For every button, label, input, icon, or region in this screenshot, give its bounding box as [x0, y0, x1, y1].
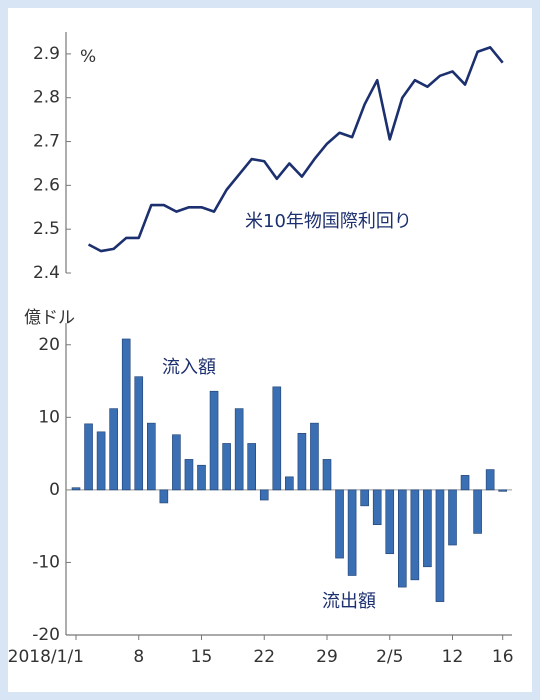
y-tick-label: 2.8 — [33, 88, 60, 108]
annotation: 流出額 — [322, 591, 376, 612]
bar — [322, 459, 332, 491]
y-tick-label: 10 — [38, 407, 60, 427]
bar — [121, 338, 131, 491]
x-tick-label: 15 — [191, 647, 213, 667]
bar — [435, 489, 445, 602]
unit-label: 億ドル — [24, 308, 75, 328]
y-tick-label: -10 — [32, 552, 60, 572]
annotation: 米10年物国際利回り — [245, 211, 412, 232]
bar — [272, 386, 282, 491]
bar — [372, 489, 382, 526]
bar — [397, 489, 407, 588]
bar — [335, 489, 344, 559]
bar — [410, 489, 420, 581]
annotation: 流入額 — [162, 357, 216, 378]
bar — [247, 443, 256, 491]
unit-label: % — [80, 47, 96, 67]
y-tick-label: 2.4 — [33, 263, 60, 283]
bar — [259, 489, 269, 501]
bar — [473, 489, 482, 534]
bar — [222, 443, 231, 491]
bar — [147, 422, 156, 491]
x-tick-label: 2018/1/1 — [8, 647, 84, 667]
bar — [485, 469, 495, 491]
bar — [209, 390, 219, 491]
panel — [8, 8, 532, 692]
y-tick-label: 2.9 — [33, 44, 60, 64]
bar — [234, 408, 244, 491]
bar — [423, 489, 432, 568]
bar — [71, 487, 81, 491]
x-tick-label: 16 — [492, 647, 514, 667]
bar — [385, 489, 395, 555]
bar — [448, 489, 457, 546]
bar — [96, 431, 106, 491]
bar — [347, 489, 357, 576]
y-tick-label: 0 — [49, 480, 60, 500]
bar — [172, 434, 181, 491]
bar — [84, 423, 93, 491]
bar — [184, 459, 194, 491]
line-series — [87, 46, 504, 253]
y-tick-label: 2.6 — [33, 175, 60, 195]
bar — [159, 489, 169, 504]
bar — [197, 464, 206, 491]
bar — [109, 408, 118, 491]
y-tick-label: 2.5 — [33, 219, 60, 239]
bar — [460, 475, 470, 491]
bar — [310, 422, 319, 491]
x-tick-label: 22 — [253, 647, 275, 667]
x-tick-label: 2/5 — [376, 647, 403, 667]
bar — [297, 432, 307, 491]
x-tick-label: 8 — [133, 647, 144, 667]
bar — [498, 489, 508, 492]
x-tick-label: 12 — [442, 647, 464, 667]
y-tick-label: 2.7 — [33, 132, 60, 152]
y-tick-label: -20 — [32, 625, 60, 645]
x-tick-label: 29 — [316, 647, 338, 667]
y-tick-label: 20 — [38, 335, 60, 355]
bar — [360, 489, 369, 507]
bar — [285, 476, 294, 491]
bar — [134, 376, 144, 491]
